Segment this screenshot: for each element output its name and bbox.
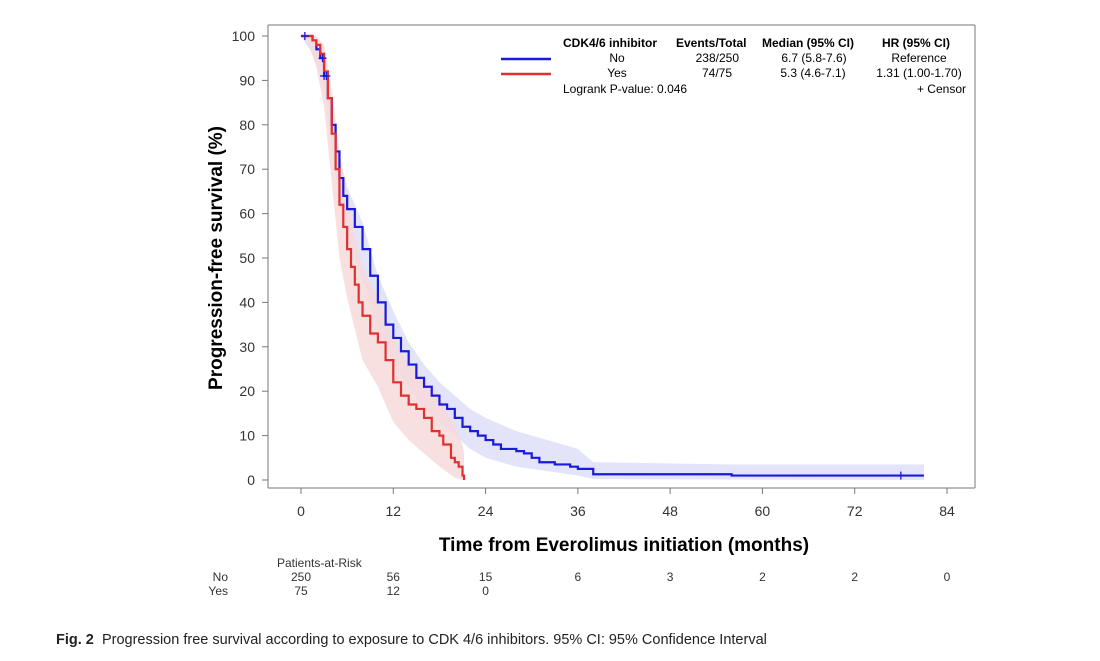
x-tick-label: 36 bbox=[570, 503, 586, 519]
censor-legend: + Censor bbox=[917, 82, 966, 96]
censor-mark-no bbox=[322, 71, 331, 80]
y-tick-label: 30 bbox=[239, 339, 255, 355]
at-risk-value-no: 56 bbox=[387, 570, 401, 584]
censor-mark-no bbox=[896, 471, 905, 480]
legend-header-median: Median (95% CI) bbox=[762, 36, 854, 50]
legend-header-hr: HR (95% CI) bbox=[882, 36, 950, 50]
censor-mark-no bbox=[300, 32, 309, 40]
at-risk-value-no: 6 bbox=[575, 570, 582, 584]
at-risk-value-yes: 75 bbox=[294, 584, 308, 598]
at-risk-value-yes: 12 bbox=[387, 584, 401, 598]
y-tick-label: 0 bbox=[247, 472, 255, 488]
y-axis-title: Progression-free survival (%) bbox=[206, 126, 227, 390]
x-tick-label: 24 bbox=[478, 503, 494, 519]
legend-row-yes-median: 5.3 (4.6-7.1) bbox=[780, 66, 845, 80]
at-risk-table: Patients-at-Risk No Yes 250 56 15 6 3 2 2 0 75 12… bbox=[208, 556, 950, 598]
x-tick-label: 84 bbox=[939, 503, 955, 519]
x-tick-label: 48 bbox=[662, 503, 678, 519]
x-tick-label: 72 bbox=[847, 503, 863, 519]
at-risk-value-no: 0 bbox=[944, 570, 951, 584]
at-risk-value-no: 2 bbox=[759, 570, 766, 584]
at-risk-label-yes: Yes bbox=[208, 584, 228, 598]
y-tick-label: 60 bbox=[239, 206, 255, 222]
y-tick-label: 50 bbox=[239, 250, 255, 266]
y-tick-label: 40 bbox=[239, 294, 255, 310]
censor-mark-no bbox=[318, 54, 327, 63]
y-tick-label: 10 bbox=[239, 428, 255, 444]
confidence-band-yes bbox=[301, 36, 465, 480]
figure-caption: Fig. 2 Progression free survival accordi… bbox=[56, 632, 767, 648]
legend-row-yes-events: 74/75 bbox=[702, 66, 732, 80]
legend-row-no-events: 238/250 bbox=[696, 51, 740, 65]
at-risk-value-no: 3 bbox=[667, 570, 674, 584]
at-risk-title: Patients-at-Risk bbox=[277, 556, 363, 570]
legend-row-yes-hr: 1.31 (1.00-1.70) bbox=[876, 66, 961, 80]
at-risk-value-no: 15 bbox=[479, 570, 493, 584]
y-tick-label: 100 bbox=[232, 28, 256, 44]
x-tick-label: 12 bbox=[385, 503, 401, 519]
figure-caption-text: Progression free survival according to e… bbox=[101, 632, 767, 648]
y-tick-label: 20 bbox=[239, 383, 255, 399]
legend-row-no-name: No bbox=[609, 51, 625, 65]
survival-line-yes bbox=[301, 34, 466, 480]
x-tick-label: 0 bbox=[297, 503, 305, 519]
figure-label: Fig. 2 bbox=[56, 632, 94, 648]
legend-header-group: CDK4/6 inhibitor bbox=[563, 36, 657, 50]
legend-row-no-median: 6.7 (5.8-7.6) bbox=[781, 51, 846, 65]
y-tick-label: 90 bbox=[239, 72, 255, 88]
y-tick-label: 70 bbox=[239, 161, 255, 177]
at-risk-value-yes: 0 bbox=[482, 584, 489, 598]
legend-row-no-hr: Reference bbox=[891, 51, 947, 65]
legend: CDK4/6 inhibitor Events/Total Median (95… bbox=[501, 36, 966, 96]
x-tick-label: 60 bbox=[755, 503, 771, 519]
legend-row-yes-name: Yes bbox=[607, 66, 627, 80]
logrank-pvalue: Logrank P-value: 0.046 bbox=[563, 82, 687, 96]
y-tick-label: 80 bbox=[239, 117, 255, 133]
at-risk-value-no: 250 bbox=[291, 570, 311, 584]
x-axis-title: Time from Everolimus initiation (months) bbox=[439, 535, 809, 556]
at-risk-value-no: 2 bbox=[851, 570, 858, 584]
at-risk-label-no: No bbox=[213, 570, 229, 584]
legend-header-events: Events/Total bbox=[676, 36, 746, 50]
